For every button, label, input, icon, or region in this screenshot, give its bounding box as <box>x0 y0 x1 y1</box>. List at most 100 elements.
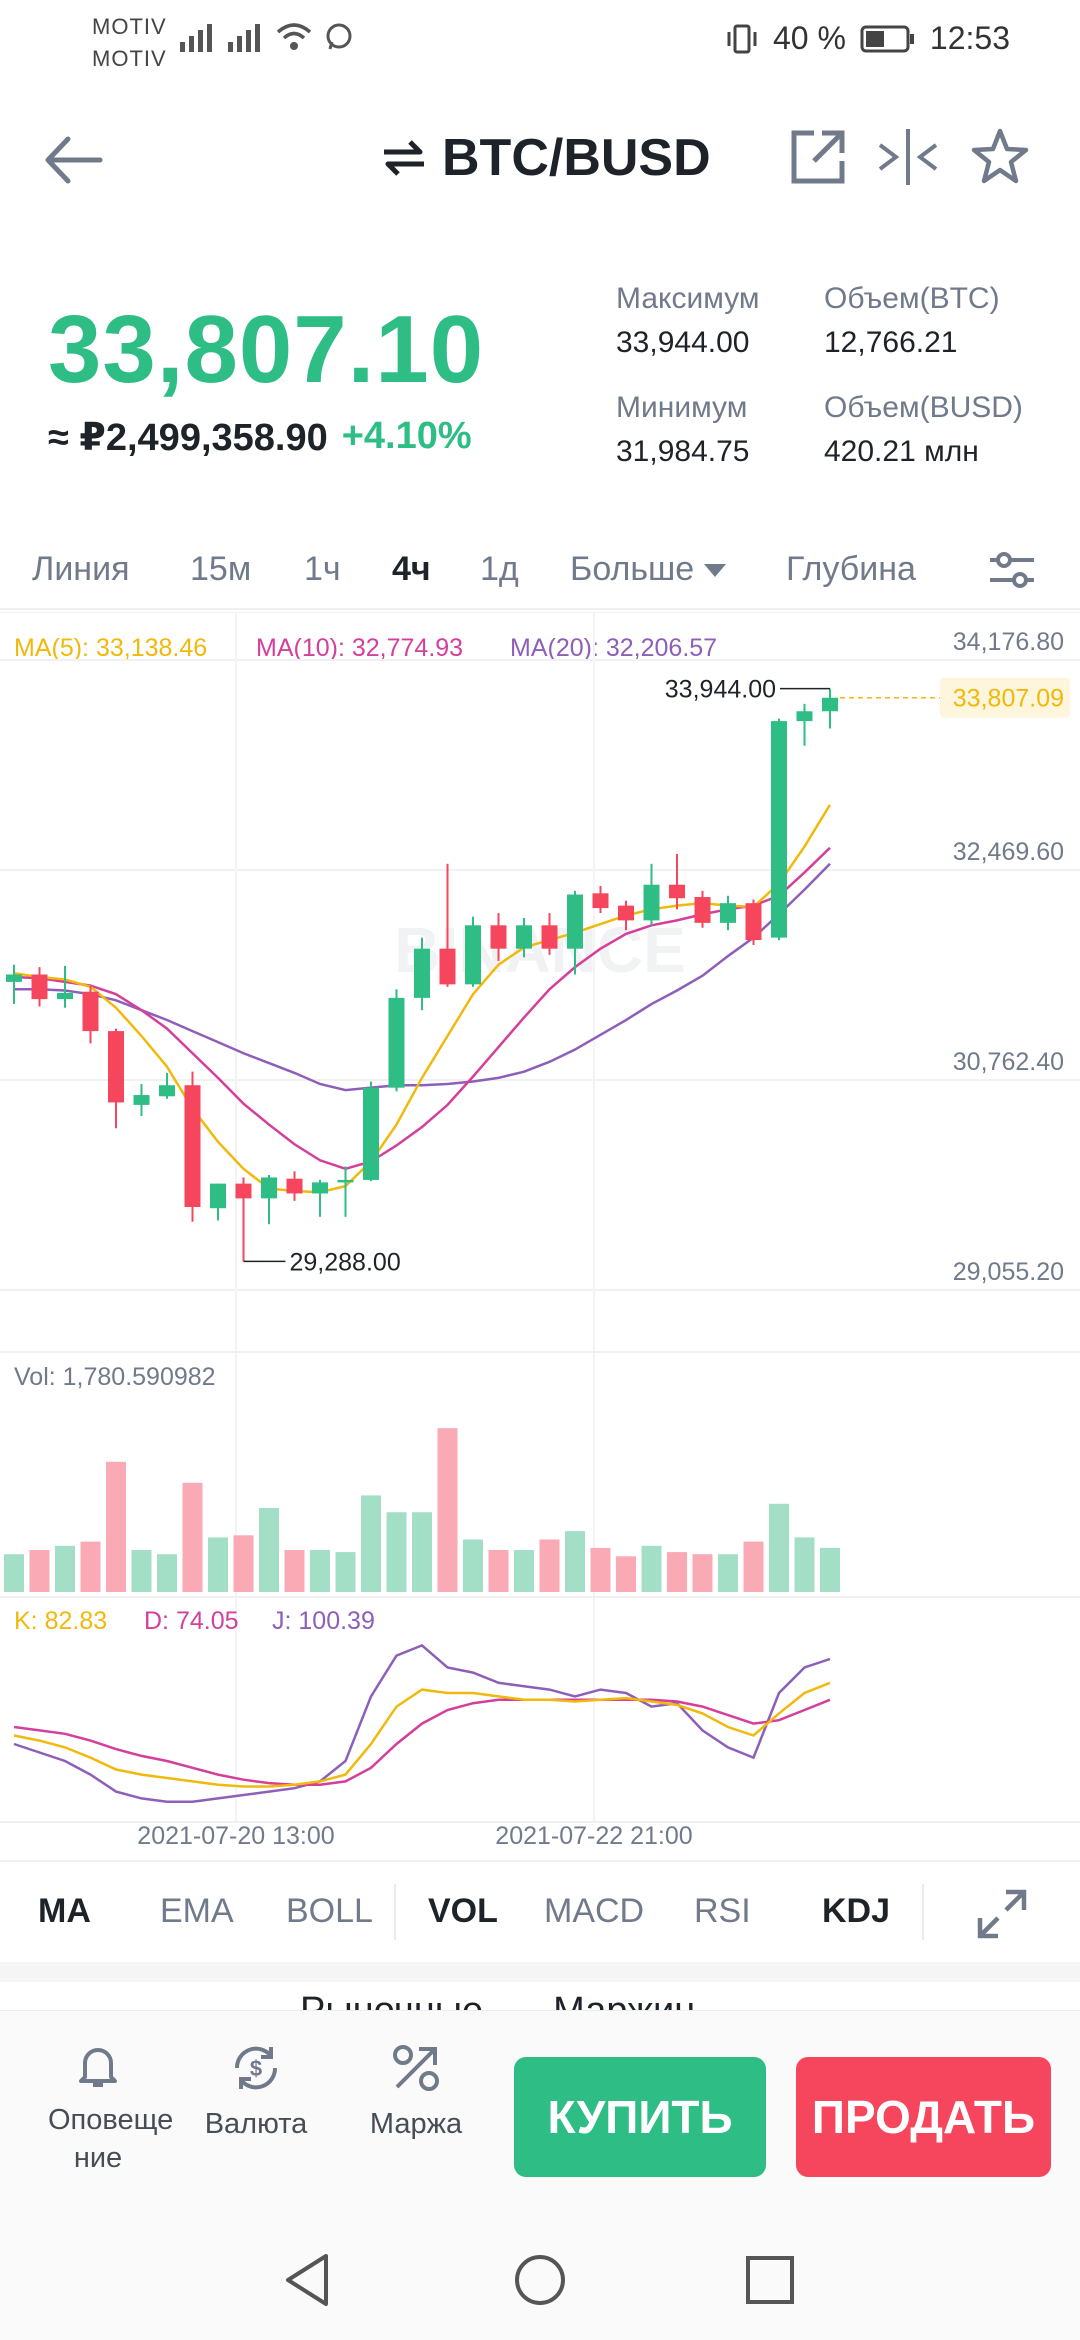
currency-label: Валюта <box>204 2108 308 2140</box>
caret-down-icon <box>704 563 727 577</box>
volume-bar <box>692 1554 713 1592</box>
ma10-legend: MA(10): 32,774.93 <box>256 634 463 662</box>
star-icon[interactable] <box>968 125 1032 189</box>
candle-body <box>286 1178 303 1194</box>
svg-text:$: $ <box>250 2056 262 2081</box>
candle-body <box>465 925 481 985</box>
candle-body <box>184 1085 201 1207</box>
system-nav-bar <box>0 2210 1080 2340</box>
volume-bar <box>284 1550 305 1592</box>
candle-body <box>541 925 558 949</box>
kdj-j-legend: J: 100.39 <box>272 1607 375 1635</box>
stat-volume-base: Объем(BTC) 12,766.21 <box>824 282 1000 360</box>
carrier-label: MOTIV <box>92 46 167 71</box>
volume-bar <box>157 1554 177 1592</box>
volume-bar <box>743 1541 764 1592</box>
volume-bar <box>29 1550 50 1592</box>
indicator-rsi[interactable]: RSI <box>694 1892 751 1930</box>
volume-bar <box>182 1482 203 1592</box>
chart-grid <box>0 612 1080 1823</box>
indicator-vol[interactable]: VOL <box>428 1892 498 1930</box>
indicator-ma[interactable]: MA <box>38 1892 91 1930</box>
peek-tabs: Рыночные Маржин <box>300 1980 820 2012</box>
stat-value: 33,944.00 <box>616 326 750 359</box>
nav-back-icon[interactable] <box>282 2252 332 2308</box>
kdj-d-legend: D: 74.05 <box>144 1607 239 1635</box>
stat-label: Минимум <box>616 391 748 424</box>
ma10-line <box>13 846 831 1171</box>
signal-icon <box>180 24 212 52</box>
open-external-icon[interactable] <box>786 125 850 189</box>
volume-bar <box>386 1512 407 1592</box>
peek-tab[interactable]: Маржин <box>553 1990 696 2012</box>
stat-value: 31,984.75 <box>616 435 750 468</box>
volume-bar <box>80 1541 101 1592</box>
indicator-kdj[interactable]: KDJ <box>822 1892 891 1930</box>
margin-button[interactable]: Маржа <box>346 2041 486 2143</box>
volume-bar <box>463 1539 483 1592</box>
last-price: 33,807.10 <box>48 296 485 403</box>
divider <box>922 1884 924 1940</box>
y-tick-label: 32,469.60 <box>953 838 1064 866</box>
ma20-line <box>14 862 831 1092</box>
j-line <box>13 1643 831 1804</box>
tab-4h[interactable]: 4ч <box>392 550 431 588</box>
indicator-macd[interactable]: MACD <box>544 1892 645 1930</box>
currency-button[interactable]: $ Валюта <box>186 2041 326 2143</box>
section-gap <box>0 1962 1080 1982</box>
carrier-label: MOTIV <box>92 14 167 39</box>
candle-body <box>694 897 711 923</box>
tab-depth[interactable]: Глубина <box>786 550 916 588</box>
volume-bar <box>590 1547 611 1592</box>
candle-body <box>235 1183 252 1199</box>
candle-body <box>6 974 22 982</box>
indicator-ema[interactable]: EMA <box>160 1892 234 1930</box>
interval-tabs: Линия 15м 1ч 4ч 1д Больше Глубина <box>0 540 1080 600</box>
ma5-legend: MA(5): 33,138.46 <box>14 634 207 662</box>
buy-button[interactable]: КУПИТЬ <box>514 2057 766 2177</box>
alert-label: Оповеще ние <box>48 2104 174 2174</box>
chart-settings-icon[interactable] <box>986 548 1038 592</box>
candle-body <box>31 974 48 1000</box>
status-bar: MOTIV MOTIV 40 % 12:53 <box>0 0 1080 90</box>
tab-1d[interactable]: 1д <box>480 550 519 588</box>
stat-high: Максимум 33,944.00 <box>616 282 759 360</box>
candle-body <box>337 1179 354 1183</box>
tab-more[interactable]: Больше <box>570 550 728 589</box>
y-axis: 34,176.80 32,469.60 30,762.40 29,055.20 <box>953 628 1064 1286</box>
candle-body <box>822 697 838 712</box>
candle-body <box>439 948 456 985</box>
fullscreen-icon[interactable] <box>976 1888 1028 1940</box>
pair-selector[interactable]: BTC/BUSD <box>380 128 711 188</box>
stat-label: Объем(BUSD) <box>824 391 1023 424</box>
tab-line[interactable]: Линия <box>32 550 130 588</box>
currency-exchange-icon: $ <box>234 2046 278 2090</box>
signal-icons <box>180 22 354 52</box>
volume-bar <box>233 1535 254 1592</box>
signal-icon <box>228 24 260 52</box>
sell-button[interactable]: ПРОДАТЬ <box>796 2057 1051 2177</box>
tab-15m[interactable]: 15м <box>190 550 252 588</box>
status-right: 40 % 12:53 <box>725 20 1010 57</box>
compare-icon[interactable] <box>876 125 940 189</box>
candle-body <box>669 884 685 899</box>
battery-icon <box>860 25 914 52</box>
alert-button[interactable]: Оповеще ние <box>28 2041 174 2177</box>
nav-recents-icon[interactable] <box>744 2254 796 2306</box>
indicator-boll[interactable]: BOLL <box>286 1892 373 1930</box>
volume-bar <box>488 1550 509 1592</box>
volume-bar <box>361 1495 381 1592</box>
volume-bar <box>769 1503 789 1592</box>
peek-tab[interactable]: Рыночные <box>300 1990 484 2012</box>
stat-label: Максимум <box>616 282 760 315</box>
kdj-lines <box>13 1643 831 1804</box>
volume-bar <box>565 1531 585 1592</box>
price-chart[interactable]: MA(5): 33,138.46 MA(10): 32,774.93 MA(20… <box>0 612 1080 1862</box>
volume-bars <box>4 1428 840 1592</box>
nav-home-icon[interactable] <box>512 2252 568 2308</box>
tab-1h[interactable]: 1ч <box>304 550 341 588</box>
candle-body <box>159 1085 175 1097</box>
back-arrow-icon[interactable] <box>38 125 108 195</box>
candle-body <box>771 721 787 938</box>
y-tick-label: 30,762.40 <box>953 1048 1064 1076</box>
